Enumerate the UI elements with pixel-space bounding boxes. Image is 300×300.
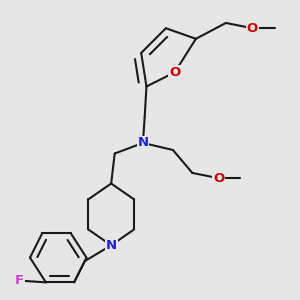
Text: O: O (169, 66, 180, 79)
Text: N: N (106, 239, 117, 252)
Text: F: F (15, 274, 24, 287)
Text: O: O (213, 172, 224, 185)
Text: N: N (137, 136, 148, 149)
Text: O: O (247, 22, 258, 35)
